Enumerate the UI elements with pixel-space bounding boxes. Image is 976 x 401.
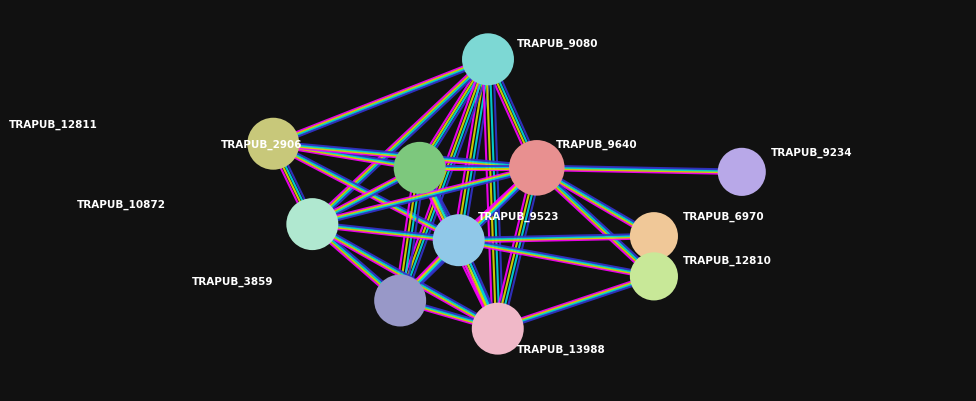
Text: TRAPUB_12811: TRAPUB_12811: [9, 119, 98, 130]
Text: TRAPUB_2906: TRAPUB_2906: [221, 139, 303, 150]
Point: [305, 221, 320, 228]
Point: [480, 57, 496, 63]
Text: TRAPUB_6970: TRAPUB_6970: [683, 211, 765, 222]
Point: [451, 237, 467, 244]
Point: [265, 141, 281, 148]
Text: TRAPUB_3859: TRAPUB_3859: [191, 275, 273, 286]
Point: [392, 298, 408, 304]
Point: [529, 165, 545, 172]
Point: [412, 165, 427, 172]
Text: TRAPUB_9523: TRAPUB_9523: [478, 211, 560, 222]
Text: TRAPUB_13988: TRAPUB_13988: [517, 344, 606, 354]
Text: TRAPUB_12810: TRAPUB_12810: [683, 255, 772, 266]
Point: [490, 326, 506, 332]
Point: [646, 273, 662, 280]
Text: TRAPUB_9080: TRAPUB_9080: [517, 39, 599, 49]
Text: TRAPUB_9640: TRAPUB_9640: [556, 139, 638, 150]
Point: [646, 233, 662, 240]
Text: TRAPUB_9234: TRAPUB_9234: [771, 147, 853, 158]
Text: TRAPUB_10872: TRAPUB_10872: [77, 199, 166, 210]
Point: [734, 169, 750, 176]
